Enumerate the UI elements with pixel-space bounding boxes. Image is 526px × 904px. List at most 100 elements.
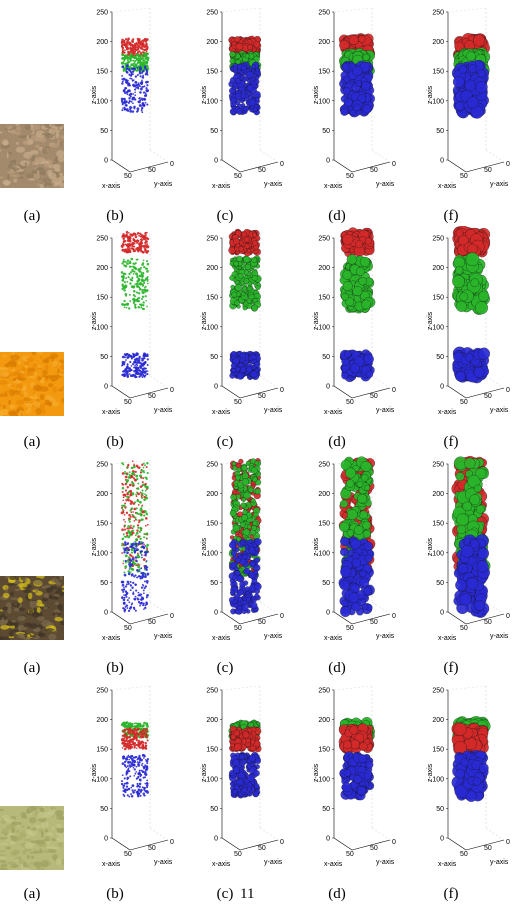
data-point bbox=[125, 233, 128, 236]
data-point bbox=[121, 355, 125, 359]
data-point bbox=[144, 55, 147, 58]
data-point bbox=[134, 235, 138, 239]
data-point bbox=[123, 596, 126, 599]
data-point bbox=[132, 248, 135, 250]
data-point bbox=[124, 38, 128, 41]
data-point bbox=[231, 41, 237, 46]
data-point bbox=[126, 64, 129, 67]
data-point bbox=[142, 259, 145, 262]
data-point bbox=[138, 274, 142, 278]
data-point bbox=[122, 46, 124, 49]
data-point bbox=[128, 483, 132, 487]
data-point bbox=[254, 538, 262, 546]
data-point bbox=[346, 254, 358, 265]
data-point bbox=[140, 247, 143, 250]
data-point bbox=[124, 243, 126, 246]
data-point bbox=[130, 43, 134, 47]
data-point bbox=[253, 90, 261, 98]
cluster bbox=[120, 64, 150, 114]
data-point bbox=[129, 374, 133, 377]
x-tick-label: 50 bbox=[346, 625, 354, 632]
data-point bbox=[142, 91, 146, 94]
data-point bbox=[120, 511, 124, 515]
z-tick-label: 250 bbox=[432, 10, 444, 17]
z-tick-label: 100 bbox=[318, 324, 330, 331]
z-tick-label: 0 bbox=[104, 610, 108, 617]
data-point bbox=[138, 500, 142, 504]
x-tick-label: 50 bbox=[234, 173, 242, 180]
data-point bbox=[141, 53, 144, 56]
cluster bbox=[451, 60, 489, 119]
data-point bbox=[342, 63, 349, 71]
data-point bbox=[125, 495, 128, 498]
data-point bbox=[143, 59, 146, 62]
data-point bbox=[133, 62, 136, 65]
data-point bbox=[138, 234, 141, 237]
data-point bbox=[125, 583, 128, 586]
z-tick-label: 250 bbox=[96, 10, 108, 17]
data-point bbox=[137, 82, 140, 85]
data-point bbox=[140, 550, 144, 553]
data-point bbox=[136, 499, 140, 503]
data-point bbox=[145, 517, 148, 520]
data-point bbox=[146, 58, 150, 62]
data-point bbox=[246, 298, 252, 304]
data-point bbox=[144, 248, 147, 252]
data-point bbox=[136, 364, 139, 367]
data-point bbox=[141, 481, 144, 484]
data-point bbox=[126, 492, 129, 496]
data-point bbox=[236, 575, 244, 583]
z-tick-label: 250 bbox=[318, 236, 330, 243]
z-tick-label: 50 bbox=[210, 354, 218, 361]
cluster bbox=[120, 257, 150, 311]
data-point bbox=[127, 525, 130, 528]
data-point bbox=[133, 520, 136, 522]
data-point bbox=[135, 507, 138, 510]
data-point bbox=[130, 63, 134, 66]
data-point bbox=[133, 532, 135, 534]
x-tick-label: 50 bbox=[460, 625, 468, 632]
data-point bbox=[137, 601, 141, 604]
y-axis-label: y-axis bbox=[490, 181, 509, 188]
data-point bbox=[138, 361, 142, 365]
data-point bbox=[239, 366, 247, 373]
data-point bbox=[243, 567, 251, 575]
data-point bbox=[130, 466, 134, 470]
data-point bbox=[139, 270, 142, 273]
data-point bbox=[128, 568, 131, 570]
data-point bbox=[341, 599, 349, 607]
z-tick-label: 250 bbox=[96, 462, 108, 469]
data-point bbox=[129, 77, 132, 80]
data-point bbox=[140, 298, 143, 301]
data-point bbox=[134, 574, 137, 577]
z-axis-label: z-axis bbox=[91, 537, 98, 556]
cluster bbox=[452, 346, 490, 384]
data-point bbox=[452, 76, 465, 88]
data-point bbox=[134, 598, 137, 601]
data-point bbox=[122, 533, 125, 536]
data-point bbox=[145, 68, 148, 71]
data-point bbox=[475, 80, 488, 94]
data-point bbox=[244, 53, 250, 59]
data-point bbox=[126, 547, 128, 550]
data-point bbox=[123, 264, 126, 267]
data-point bbox=[133, 547, 136, 550]
data-point bbox=[246, 248, 252, 253]
data-point bbox=[123, 258, 125, 261]
data-point bbox=[122, 562, 124, 565]
data-point bbox=[455, 266, 464, 275]
x-axis-label: x-axis bbox=[212, 409, 231, 416]
x-tick-label: 50 bbox=[460, 399, 468, 406]
data-point bbox=[143, 568, 146, 571]
data-point bbox=[141, 111, 144, 114]
data-point bbox=[146, 358, 149, 361]
data-point bbox=[142, 272, 145, 275]
data-point bbox=[339, 521, 350, 533]
z-axis-label: z-axis bbox=[91, 311, 98, 330]
data-point bbox=[129, 65, 132, 68]
data-point bbox=[239, 352, 246, 359]
data-point bbox=[127, 307, 131, 310]
data-point bbox=[138, 530, 141, 533]
data-point bbox=[229, 510, 237, 517]
data-point bbox=[144, 367, 147, 370]
